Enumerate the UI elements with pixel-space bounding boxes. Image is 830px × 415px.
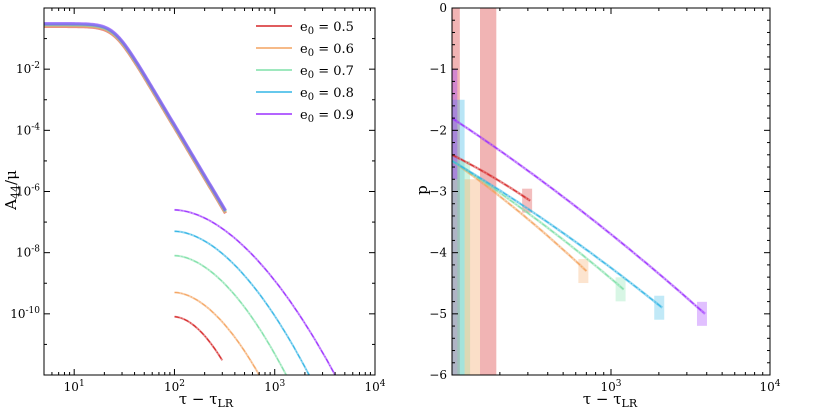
right-x-tick-label: 104	[759, 379, 780, 394]
left-main-curve-5	[44, 22, 227, 212]
right-xlabel: τ − τLR	[583, 390, 638, 410]
left-plot-area	[44, 22, 336, 376]
legend-label-1: e0 = 0.5	[300, 20, 354, 37]
left-tail-band-2	[174, 291, 261, 376]
right-end-noise-5	[696, 301, 707, 326]
left-ylabel: A44/μ	[2, 170, 22, 211]
right-y-tick-label: −1	[429, 62, 447, 76]
right-fit-1	[451, 154, 531, 202]
right-fit-4	[451, 160, 663, 309]
right-y-tick-label: −3	[429, 185, 447, 199]
left-tail-fit-1	[174, 316, 223, 361]
right-y-tick-label: 0	[439, 1, 447, 15]
right-end-noise-2	[578, 259, 589, 284]
right-noise-band-4	[464, 179, 480, 375]
right-ylabel: p	[413, 185, 431, 195]
right-y-tick-label: −5	[429, 307, 447, 321]
right-fit-2	[451, 160, 587, 272]
left-x-tick-label: 104	[364, 379, 385, 394]
right-end-noise-4	[654, 295, 665, 320]
left-tail-band-5	[174, 208, 336, 376]
right-noise-band-6	[452, 69, 458, 180]
legend-label-2: e0 = 0.6	[300, 42, 354, 59]
left-main-curve-2	[44, 24, 227, 214]
left-tail-fit-5	[174, 209, 336, 376]
left-tail-fit-2	[174, 292, 260, 376]
right-y-tick-label: −4	[429, 246, 447, 260]
right-plot-area	[451, 8, 707, 375]
left-main-curve-3	[44, 23, 227, 213]
right-end-noise-3	[615, 277, 626, 302]
legend-label-3: e0 = 0.7	[300, 64, 354, 81]
left-main-curve-1	[44, 24, 227, 215]
right-y-tick-label: −6	[429, 368, 447, 382]
right-end-noise-1	[522, 188, 533, 213]
left-x-tick-label: 101	[64, 379, 85, 394]
legend: e0 = 0.5 e0 = 0.6 e0 = 0.7 e0 = 0.8 e0 = 0.9	[256, 20, 354, 125]
left-x-tick-label: 103	[264, 379, 285, 394]
right-fit-5	[451, 117, 706, 315]
left-xlabel: τ − τLR	[179, 390, 234, 410]
left-y-tick-label: 10-10	[10, 306, 40, 321]
left-y-tick-label: 10-8	[16, 245, 40, 260]
right-noise-band-3	[457, 160, 471, 375]
left-tail-fit-4	[174, 230, 310, 376]
left-main-curve-4	[44, 22, 227, 212]
legend-label-4: e0 = 0.8	[300, 86, 354, 103]
left-y-tick-label: 10-2	[16, 61, 40, 76]
legend-label-5: e0 = 0.9	[300, 108, 354, 125]
right-noise-band-5	[479, 8, 497, 375]
right-y-tick-label: −2	[429, 123, 447, 137]
left-tail-fit-3	[174, 255, 287, 376]
left-y-tick-label: 10-4	[16, 122, 40, 137]
left-tail-band-1	[174, 315, 224, 361]
